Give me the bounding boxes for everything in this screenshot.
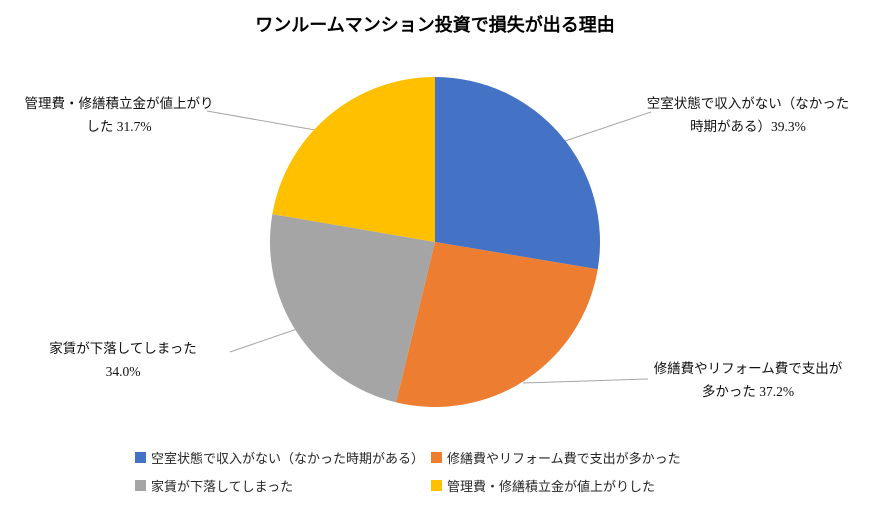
pie-label-line: 時期がある）39.3% [690, 119, 806, 134]
pie-slice-3 [272, 76, 435, 242]
legend-label: 管理費・修繕積立金が値上がりした [447, 479, 656, 494]
pie-label-line: 家賃が下落してしまった [49, 341, 197, 356]
legend-item-2: 家賃が下落してしまった [135, 474, 431, 497]
pie-label-line: 多かった 37.2% [701, 384, 795, 399]
legend-label: 空室状態で収入がない（なかった時期がある） [151, 451, 425, 466]
leader-line-1 [522, 378, 649, 384]
pie-label-rent: 家賃が下落してしまった 34.0% [18, 337, 228, 383]
legend: 空室状態で収入がない（なかった時期がある） 修繕費やリフォーム費で支出が多かった家… [0, 446, 870, 497]
pie-label-repair: 修繕費やリフォーム費で支出が 多かった 37.2% [638, 357, 858, 403]
legend-marker [135, 480, 146, 491]
pie-label-line: 修繕費やリフォーム費で支出が [653, 361, 843, 376]
legend-marker [431, 480, 442, 491]
pie-label-line: 空室状態で収入がない（なかった [646, 96, 850, 111]
pie-label-fees: 管理費・修繕積立金が値上がり した 31.7% [8, 92, 230, 138]
pie-label-vacancy: 空室状態で収入がない（なかった 時期がある）39.3% [638, 92, 858, 138]
chart-title: ワンルームマンション投資で損失が出る理由 [255, 15, 615, 35]
legend-item-3: 管理費・修繕積立金が値上がりした [431, 474, 681, 497]
pie-label-line: した 31.7% [86, 119, 152, 134]
legend-item-1: 修繕費やリフォーム費で支出が多かった [431, 446, 681, 469]
legend-marker [431, 452, 442, 463]
pie-label-line: 34.0% [105, 364, 141, 379]
legend-label: 修繕費やリフォーム費で支出が多かった [447, 451, 681, 466]
pie-slice-0 [435, 77, 600, 270]
legend-item-0: 空室状態で収入がない（なかった時期がある） [135, 446, 431, 469]
pie-slice-1 [396, 242, 598, 408]
pie-slice-2 [269, 214, 435, 403]
leader-line-0 [564, 111, 652, 142]
leader-line-3 [206, 110, 316, 131]
legend-label: 家賃が下落してしまった [151, 479, 294, 494]
legend-marker [135, 452, 146, 463]
leader-line-2 [229, 328, 298, 353]
pie-label-line: 管理費・修繕積立金が値上がり [24, 96, 214, 111]
